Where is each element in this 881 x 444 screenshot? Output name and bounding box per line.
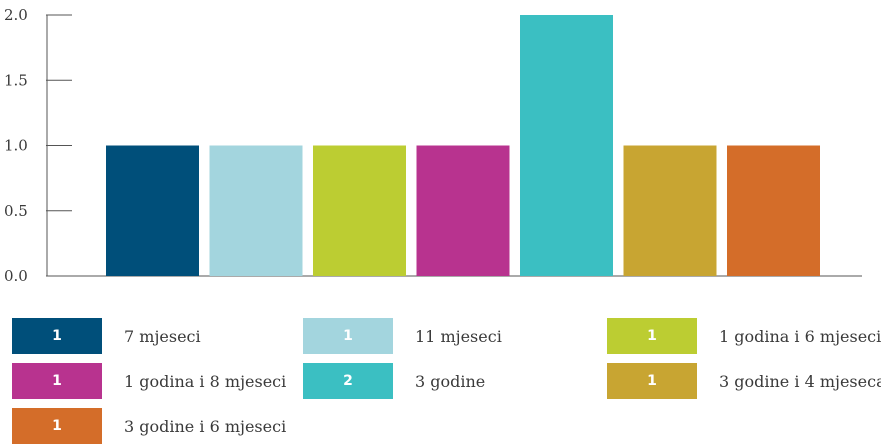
y-tick-label: 2.0 — [4, 6, 28, 24]
y-tick-label: 1.0 — [4, 137, 28, 155]
legend-item: 1 3 godine i 6 mjeseci — [12, 408, 286, 444]
y-tick-label: 0.5 — [4, 202, 28, 220]
bar — [623, 145, 717, 276]
legend-label: 3 godine — [415, 371, 486, 391]
legend-swatch: 1 — [607, 318, 697, 354]
bar — [209, 145, 303, 276]
bar — [106, 145, 199, 276]
bar — [313, 145, 406, 276]
legend-swatch: 1 — [303, 318, 393, 354]
legend-swatch: 1 — [607, 363, 697, 399]
legend-label: 7 mjeseci — [124, 326, 201, 346]
legend-item: 2 3 godine — [303, 363, 485, 399]
legend-label: 3 godine i 4 mjeseca — [719, 371, 881, 391]
legend-swatch: 1 — [12, 363, 102, 399]
legend-item: 1 3 godine i 4 mjeseca — [607, 363, 881, 399]
legend-item: 1 1 godina i 6 mjeseci — [607, 318, 881, 354]
y-tick-label: 0.0 — [4, 267, 28, 285]
bar — [416, 145, 510, 276]
legend-label: 11 mjeseci — [415, 326, 502, 346]
y-axis-ticks: 0.0 0.5 1.0 1.5 2.0 — [4, 6, 72, 285]
bar-chart: 0.0 0.5 1.0 1.5 2.0 — [4, 6, 862, 285]
legend-swatch: 1 — [12, 408, 102, 444]
legend-item: 1 11 mjeseci — [303, 318, 502, 354]
legend-item: 1 1 godina i 8 mjeseci — [12, 363, 286, 399]
bars — [106, 15, 820, 276]
legend-label: 1 godina i 6 mjeseci — [719, 326, 881, 346]
legend-label: 1 godina i 8 mjeseci — [124, 371, 287, 391]
legend-swatch: 2 — [303, 363, 393, 399]
legend-label: 3 godine i 6 mjeseci — [124, 416, 287, 436]
bar — [727, 145, 820, 276]
legend-item: 1 7 mjeseci — [12, 318, 201, 354]
y-tick-label: 1.5 — [4, 71, 28, 89]
bar — [520, 15, 613, 276]
legend-swatch: 1 — [12, 318, 102, 354]
